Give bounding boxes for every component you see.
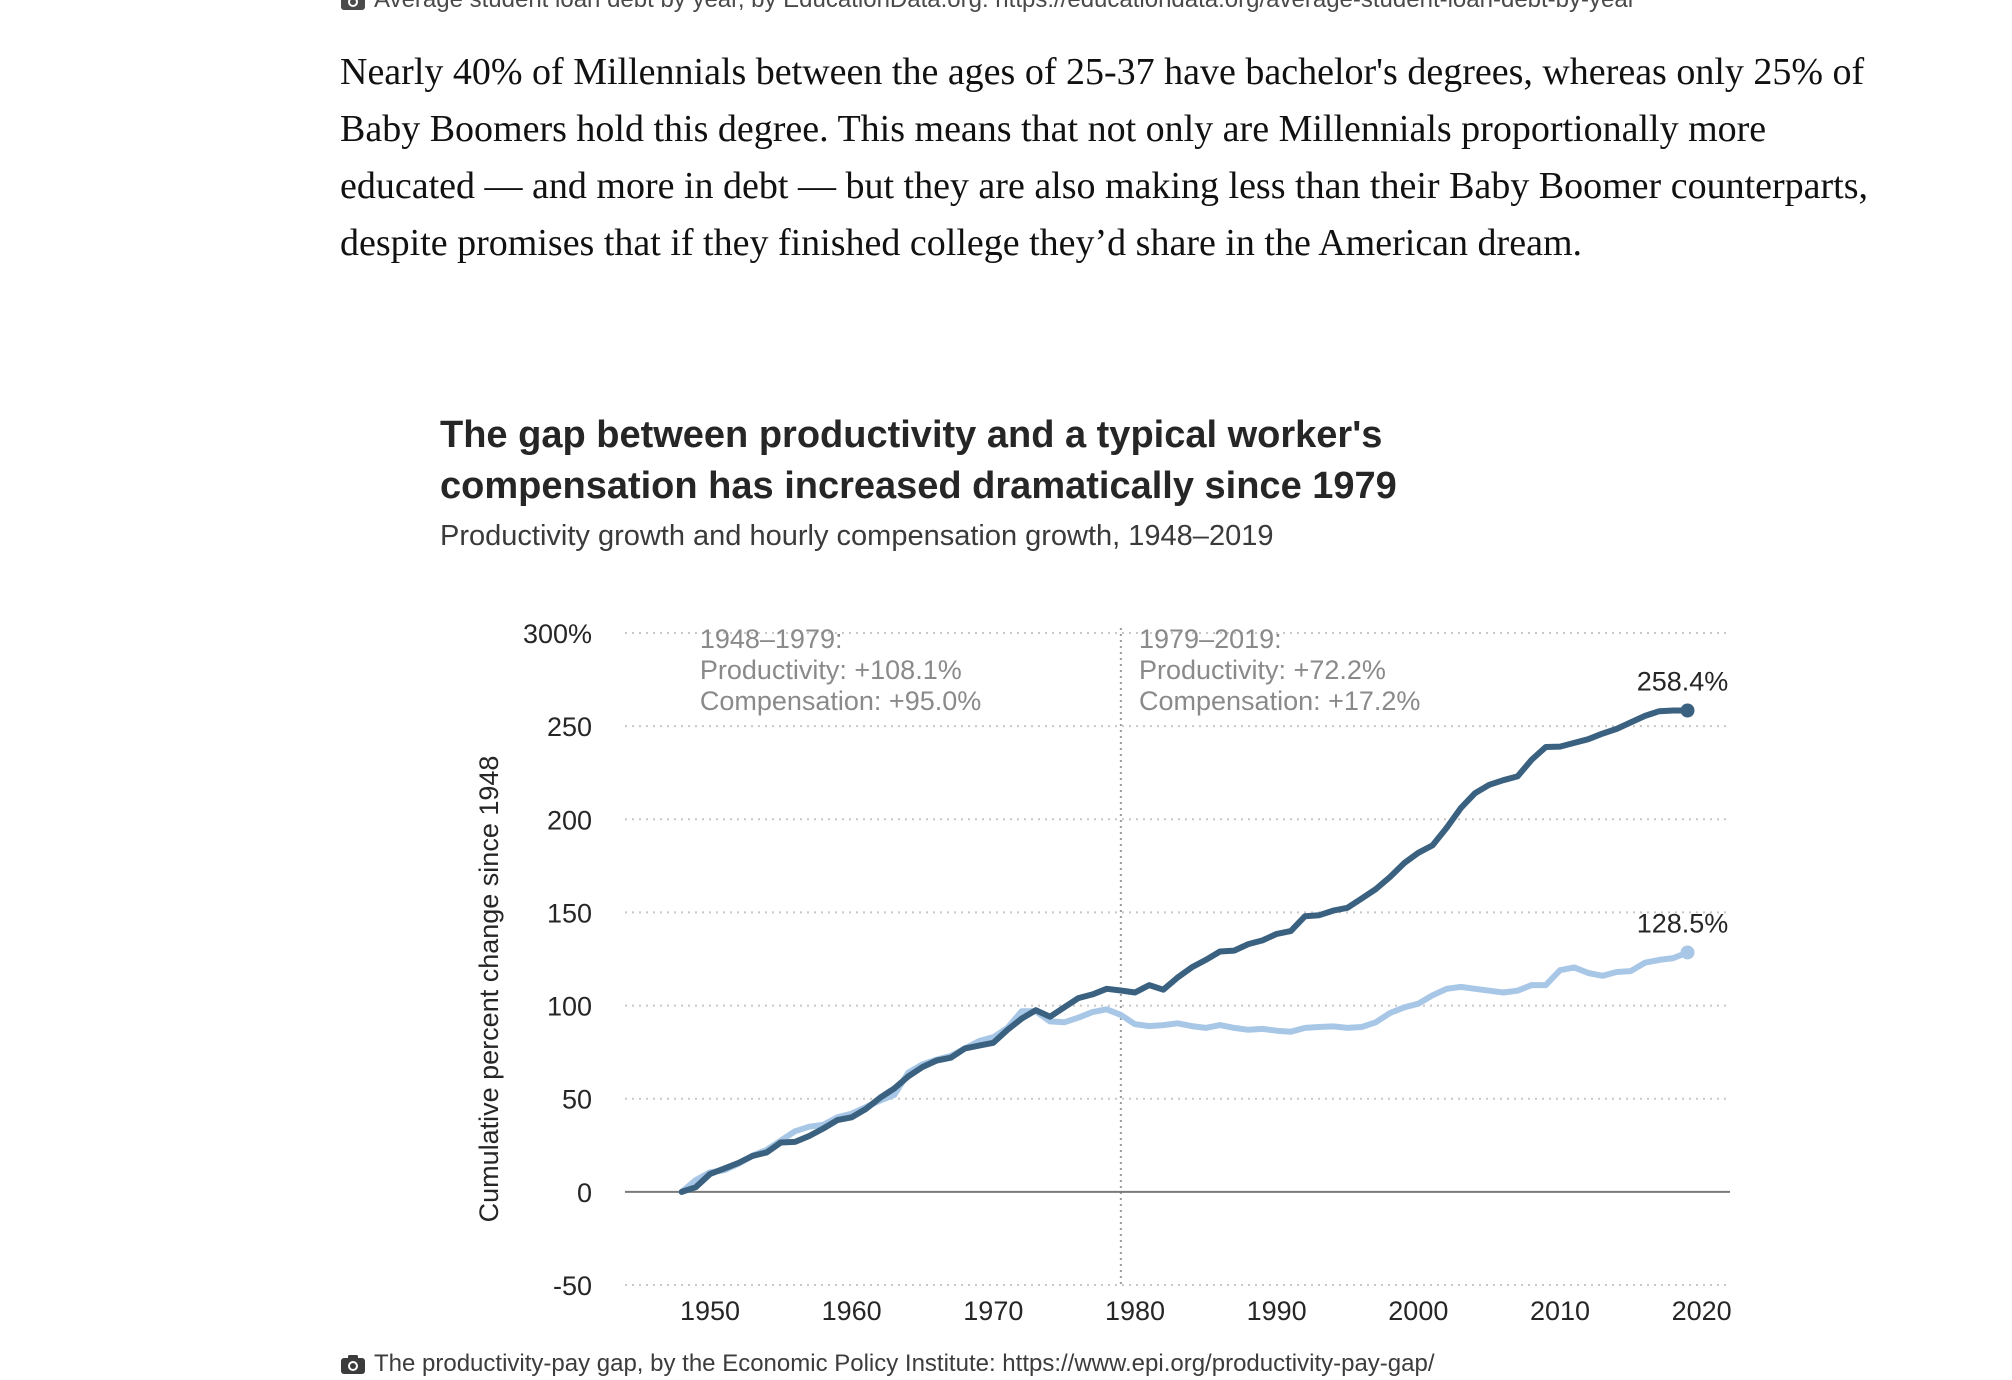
y-tick-label: 0 (577, 1178, 592, 1208)
x-tick-label: 1960 (822, 1296, 882, 1326)
y-axis-title: Cumulative percent change since 1948 (474, 756, 504, 1223)
x-tick-label: 2000 (1388, 1296, 1448, 1326)
chart-lines (678, 703, 1695, 1195)
y-tick-label: 300% (523, 619, 592, 649)
productivity-end-point (1680, 703, 1695, 718)
period-annotation-line: Productivity: +72.2% (1139, 655, 1386, 685)
chart-labels: 1948–1979:Productivity: +108.1%Compensat… (700, 624, 1728, 938)
y-tick-label: 100 (547, 992, 592, 1022)
chart-subtitle: Productivity growth and hourly compensat… (440, 520, 1274, 552)
period-annotation-line: 1979–2019: (1139, 624, 1282, 654)
productivity-pay-chart: 300% 250 200 150 100 50 0 -50 1950 1960 1970 1980 19… (474, 619, 1732, 1326)
x-tick-label: 1990 (1247, 1296, 1307, 1326)
compensation-end-point (1680, 945, 1695, 960)
top-caption-text: Average student loan debt by year, by Ed… (374, 0, 1636, 14)
camera-icon (341, 1355, 365, 1374)
y-tick-label: 200 (547, 805, 592, 835)
chart-axes: 300% 250 200 150 100 50 0 -50 1950 1960 1970 1980 19… (474, 619, 1732, 1326)
y-tick-label: 150 (547, 898, 592, 928)
x-tick-label: 1980 (1105, 1296, 1165, 1326)
x-tick-label: 2020 (1672, 1296, 1732, 1326)
bottom-image-caption: The productivity-pay gap, by the Economi… (340, 1350, 1435, 1378)
chart-title: The gap between productivity and a typic… (440, 414, 1397, 507)
period-annotation-line: 1948–1979: (700, 624, 843, 654)
chart-gridlines (625, 628, 1730, 1286)
top-image-caption: Average student loan debt by year, by Ed… (340, 0, 1840, 14)
compensation-end-label: 128.5% (1637, 908, 1729, 938)
x-tick-label: 2010 (1530, 1296, 1590, 1326)
x-tick-label: 1950 (680, 1296, 740, 1326)
y-tick-label: -50 (553, 1271, 592, 1301)
productivity-pay-figure: 300% 250 200 150 100 50 0 -50 1950 1960 1970 1980 19… (440, 400, 1740, 1350)
camera-icon (341, 0, 365, 10)
y-tick-label: 250 (547, 712, 592, 742)
period-annotation-line: Productivity: +108.1% (700, 655, 962, 685)
productivity-end-label: 258.4% (1637, 666, 1729, 696)
period-annotation-line: Compensation: +17.2% (1139, 686, 1420, 716)
productivity-series-line (678, 707, 1691, 1195)
compensation-series-line (678, 949, 1691, 1195)
article-paragraph: Nearly 40% of Millennials between the ag… (340, 51, 1869, 264)
bottom-caption-text: The productivity-pay gap, by the Economi… (374, 1350, 1435, 1377)
x-tick-label: 1970 (963, 1296, 1023, 1326)
period-annotation-line: Compensation: +95.0% (700, 686, 981, 716)
y-tick-label: 50 (562, 1085, 592, 1115)
